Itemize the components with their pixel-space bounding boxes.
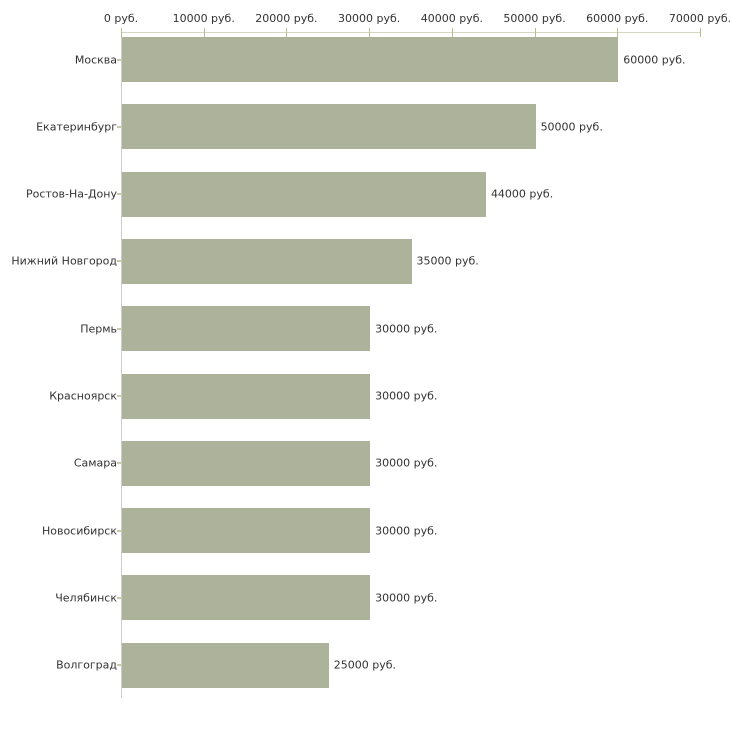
x-axis-tick-label: 20000 руб.	[255, 12, 318, 25]
category-tick	[117, 125, 121, 128]
x-axis-tick	[203, 28, 205, 37]
x-axis-tick	[286, 28, 288, 37]
bar	[122, 306, 371, 352]
value-label: 30000 руб.	[375, 322, 438, 336]
category-label: Новосибирск	[41, 524, 117, 538]
x-axis-line	[121, 32, 701, 33]
category-tick	[117, 193, 121, 196]
x-axis-tick	[451, 28, 453, 37]
category-label: Нижний Новгород	[11, 254, 117, 268]
category-label: Самара	[73, 456, 117, 470]
x-axis-tick-label: 30000 руб.	[338, 12, 401, 25]
value-label: 30000 руб.	[375, 389, 438, 403]
bar	[122, 37, 619, 82]
value-label: 30000 руб.	[375, 524, 438, 538]
y-axis-line	[121, 32, 122, 698]
bar	[122, 642, 329, 688]
x-axis-tick-label: 10000 руб.	[172, 12, 235, 25]
category-tick	[117, 327, 121, 330]
x-axis-tick-label: 40000 руб.	[420, 12, 483, 25]
bar	[122, 171, 486, 217]
category-label: Москва	[74, 53, 117, 66]
category-tick	[117, 462, 121, 465]
x-axis-tick-label: 70000 руб.	[668, 12, 730, 25]
category-tick	[117, 664, 121, 667]
category-tick	[117, 596, 121, 599]
value-label: 60000 руб.	[623, 53, 686, 66]
category-tick	[117, 395, 121, 397]
bar	[122, 508, 371, 554]
category-tick	[117, 529, 121, 532]
x-axis-tick	[534, 28, 536, 37]
bar	[122, 104, 536, 150]
category-tick	[117, 260, 121, 263]
value-label: 44000 руб.	[490, 187, 554, 201]
value-label: 30000 руб.	[375, 591, 438, 605]
x-axis-tick	[121, 28, 122, 37]
category-tick	[117, 58, 121, 61]
x-axis-tick-label: 60000 руб.	[586, 12, 649, 25]
category-label: Екатеринбург	[36, 120, 117, 134]
category-label: Ростов-На-Дону	[25, 187, 117, 201]
bar	[122, 238, 412, 284]
value-label: 30000 руб.	[375, 456, 438, 470]
x-axis-tick	[700, 28, 701, 37]
value-label: 50000 руб.	[540, 120, 603, 134]
category-label: Пермь	[80, 322, 117, 336]
bar	[122, 575, 371, 621]
x-axis-tick	[617, 28, 619, 37]
bar	[122, 440, 371, 486]
value-label: 25000 руб.	[333, 658, 397, 672]
x-axis-tick	[369, 28, 371, 37]
x-axis-tick-label: 0 руб.	[103, 12, 139, 25]
category-label: Челябинск	[55, 591, 117, 605]
value-label: 35000 руб.	[416, 254, 479, 268]
x-axis-tick-label: 50000 руб.	[503, 12, 566, 25]
category-label: Волгоград	[56, 658, 117, 672]
bar	[122, 373, 371, 419]
category-label: Красноярск	[49, 389, 117, 403]
